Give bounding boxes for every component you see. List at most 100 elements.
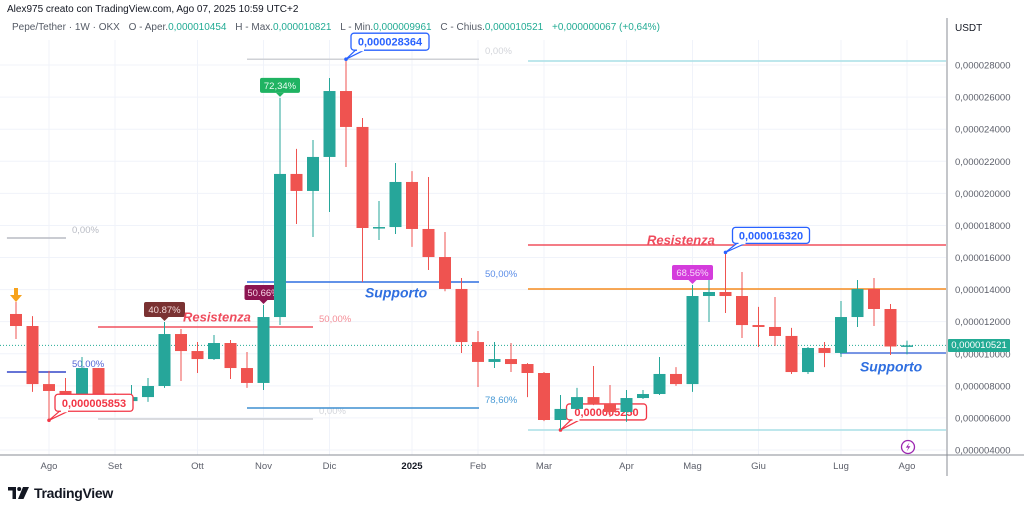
candle <box>439 232 451 292</box>
candle <box>257 304 270 391</box>
time-tick-label: Dic <box>323 461 337 472</box>
candle <box>224 339 237 379</box>
candle <box>356 117 369 283</box>
fib-left-50[interactable]: 50,00% <box>6 359 105 373</box>
svg-text:40.87%: 40.87% <box>148 305 181 316</box>
price-tick-label: 0,000006000 <box>955 413 1010 424</box>
open-label: O - Aper. <box>128 22 169 33</box>
price-tick-label: 0,000016000 <box>955 253 1010 264</box>
svg-text:72,34%: 72,34% <box>264 81 297 92</box>
price-tick-label: 0,000004000 <box>955 446 1010 457</box>
currency-label[interactable]: USDT <box>955 23 983 34</box>
resistenza-label-right[interactable]: Resistenza <box>647 233 715 248</box>
gain-tag-40[interactable]: 40.87% <box>144 302 185 322</box>
candle <box>835 300 847 357</box>
gain-tag-68[interactable]: 68.56% <box>672 264 713 284</box>
current-price-tag: 0,000010521 <box>948 339 1010 352</box>
time-tick-label: 2025 <box>401 461 423 472</box>
time-tick-label: Ago <box>41 461 58 472</box>
time-tick-label: Nov <box>255 461 272 472</box>
candle <box>686 284 699 392</box>
candle <box>604 385 616 417</box>
annotations-below[interactable]: 50.66%0,000005250 <box>244 284 648 432</box>
price-tick-label: 0,000012000 <box>955 317 1010 328</box>
candle <box>406 171 418 247</box>
fib-level-label: 0,00% <box>72 225 99 236</box>
annotations-above[interactable]: 72,34% 40.87% 68.56% 0,000028364 0,000016320… <box>10 32 923 423</box>
candle <box>769 296 781 347</box>
lightning-icon[interactable] <box>900 439 916 455</box>
candle <box>884 304 897 356</box>
candle <box>323 78 336 212</box>
candle <box>274 97 286 326</box>
candle <box>26 316 39 392</box>
candle <box>340 59 352 168</box>
candle <box>455 278 468 353</box>
candle <box>868 278 880 327</box>
fib-level-label: 50,00% <box>72 359 105 370</box>
candle <box>472 330 484 387</box>
supporto-label-mid[interactable]: Supporto <box>365 284 428 300</box>
resistance-line-left[interactable]: 50,00% <box>98 314 352 328</box>
candle <box>389 163 402 234</box>
svg-text:50.66%: 50.66% <box>247 288 280 299</box>
entry-arrow-down-icon[interactable] <box>10 288 22 302</box>
gain-tag-72[interactable]: 72,34% <box>260 77 300 97</box>
tradingview-logo-icon <box>8 487 29 499</box>
time-tick-label: Giu <box>751 461 766 472</box>
candle <box>10 301 22 340</box>
candle <box>587 365 600 406</box>
fib-level-label: 0,00% <box>485 46 512 57</box>
fib-mid-left-0[interactable]: 0,00% <box>98 406 346 420</box>
candle <box>571 387 583 410</box>
svg-text:68.56%: 68.56% <box>676 268 709 279</box>
fib-left-0[interactable]: 0,00% <box>6 225 100 239</box>
symbol-name[interactable]: Pepe/Tether · 1W · OKX <box>12 22 120 33</box>
local-high-callout[interactable]: 0,000016320 <box>723 226 811 255</box>
price-axis[interactable]: 0,000028000 0,000026000 0,000024000 0,00002… <box>955 61 1010 457</box>
close-label: C - Chius. <box>440 22 485 33</box>
price-tick-label: 0,000024000 <box>955 125 1010 136</box>
candle <box>488 342 501 369</box>
candle <box>208 334 220 361</box>
high-label: H - Max. <box>235 22 274 33</box>
candle <box>554 394 567 430</box>
candle <box>505 343 517 373</box>
resistenza-label-left[interactable]: Resistenza <box>183 310 251 325</box>
symbol-legend[interactable]: Pepe/Tether · 1W · OKX O - Aper. 0,000010… <box>12 22 660 33</box>
fib-mid-0[interactable]: 0,00% <box>247 46 512 60</box>
price-tick-label: 0,000022000 <box>955 157 1010 168</box>
candle <box>521 363 534 398</box>
low-callout-left[interactable]: 0,000005853 <box>47 393 134 423</box>
close-value: 0,000010521 <box>484 22 544 33</box>
price-tick-label: 0,000028000 <box>955 61 1010 72</box>
supporto-label-right[interactable]: Supporto <box>860 359 923 375</box>
support-line-mid[interactable]: 50,00% <box>247 269 518 283</box>
candle <box>307 139 319 237</box>
candle <box>653 356 666 395</box>
gain-tag-50[interactable]: 50.66% <box>244 284 283 304</box>
candles <box>10 59 913 430</box>
candle <box>290 148 303 224</box>
time-tick-label: Set <box>108 461 123 472</box>
fib-level-label: 0,00% <box>319 406 346 417</box>
low-label: L - Min. <box>340 22 374 33</box>
candle <box>670 367 682 386</box>
time-tick-label: Mar <box>536 461 552 472</box>
candle <box>818 342 831 368</box>
time-tick-label: Mag <box>683 461 701 472</box>
time-tick-label: Apr <box>619 461 634 472</box>
high-callout[interactable]: 0,000028364 <box>344 32 430 62</box>
svg-text:0,000028364: 0,000028364 <box>358 37 423 49</box>
candle <box>719 252 732 314</box>
tradingview-logo[interactable]: TradingView <box>8 484 113 502</box>
price-tick-label: 0,000020000 <box>955 189 1010 200</box>
time-axis[interactable]: Ago Set Ott Nov Dic 2025 Feb Mar Apr Mag Giu Lug Ago <box>41 461 916 472</box>
candle <box>158 322 171 388</box>
svg-text:0,000016320: 0,000016320 <box>739 230 803 242</box>
price-tick-label: 0,000008000 <box>955 381 1010 392</box>
fib-mid-786[interactable]: 78,60% <box>247 395 518 409</box>
price-tick-label: 0,000018000 <box>955 221 1010 232</box>
candle <box>802 347 814 374</box>
